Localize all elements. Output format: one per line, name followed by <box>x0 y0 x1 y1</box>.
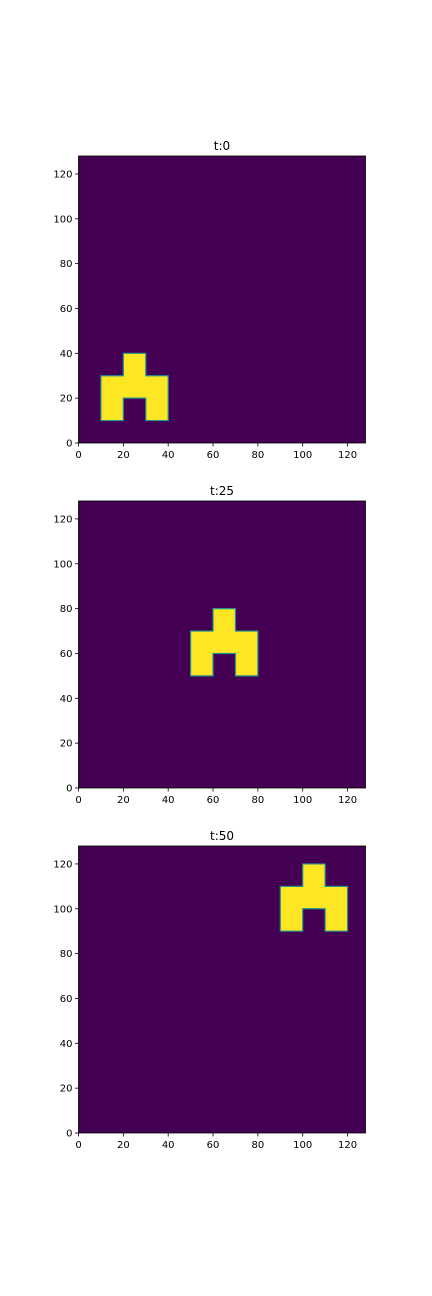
chart-title: t:50 <box>210 829 234 843</box>
chart-title: t:25 <box>210 484 234 498</box>
y-tick-label: 40 <box>60 349 73 360</box>
x-tick-label: 20 <box>117 1140 130 1151</box>
x-tick-label: 20 <box>117 795 130 806</box>
x-tick-label: 60 <box>207 795 220 806</box>
y-tick-label: 20 <box>60 739 73 750</box>
y-tick-label: 100 <box>53 559 72 570</box>
x-tick-label: 40 <box>162 1140 175 1151</box>
y-tick-label: 120 <box>53 514 72 525</box>
y-tick-label: 20 <box>60 394 73 405</box>
y-tick-label: 100 <box>53 904 72 915</box>
x-tick-label: 0 <box>75 450 81 461</box>
y-tick-label: 100 <box>53 214 72 225</box>
y-tick-label: 80 <box>60 259 73 270</box>
x-tick-label: 20 <box>117 450 130 461</box>
x-tick-label: 120 <box>338 1140 357 1151</box>
y-tick-label: 20 <box>60 1084 73 1095</box>
y-tick-label: 60 <box>60 994 73 1005</box>
x-tick-label: 100 <box>293 450 312 461</box>
x-tick-label: 60 <box>207 450 220 461</box>
chart-title: t:0 <box>214 139 230 153</box>
x-tick-label: 80 <box>252 795 265 806</box>
chart-panel: t:0 0 20 40 60 80 100 120 0 20 40 60 80 100 120 <box>53 139 365 461</box>
x-tick-label: 80 <box>252 450 265 461</box>
y-tick-label: 0 <box>66 1129 72 1140</box>
x-tick-label: 120 <box>338 450 357 461</box>
x-tick-label: 40 <box>162 795 175 806</box>
y-tick-label: 0 <box>66 784 72 795</box>
x-tick-label: 40 <box>162 450 175 461</box>
x-tick-label: 0 <box>75 1140 81 1151</box>
chart-panel: t:50 0 20 40 60 80 100 120 0 20 40 60 80 100 120 <box>53 829 365 1151</box>
y-tick-label: 60 <box>60 649 73 660</box>
x-tick-label: 60 <box>207 1140 220 1151</box>
y-tick-label: 120 <box>53 859 72 870</box>
x-tick-label: 100 <box>293 795 312 806</box>
y-tick-label: 0 <box>66 439 72 450</box>
x-tick-label: 120 <box>338 795 357 806</box>
y-tick-label: 80 <box>60 604 73 615</box>
x-tick-label: 0 <box>75 795 81 806</box>
y-tick-label: 40 <box>60 694 73 705</box>
chart-panel: t:25 0 20 40 60 80 100 120 0 20 40 60 80 100 120 <box>53 484 365 806</box>
y-tick-label: 60 <box>60 304 73 315</box>
y-tick-label: 80 <box>60 949 73 960</box>
y-tick-label: 40 <box>60 1039 73 1050</box>
y-tick-label: 120 <box>53 169 72 180</box>
x-tick-label: 80 <box>252 1140 265 1151</box>
x-tick-label: 100 <box>293 1140 312 1151</box>
